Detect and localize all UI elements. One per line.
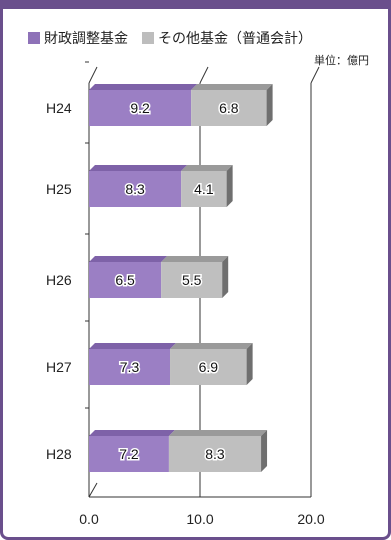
bar-top-H24-s0 <box>89 84 198 90</box>
legend-swatch-other <box>142 32 154 44</box>
bar-top-H25-s1 <box>181 165 233 171</box>
x-tick-label-0: 0.0 <box>79 511 99 527</box>
data-label-H24-s0: 9.2 <box>130 100 150 116</box>
bar-side-H24 <box>266 84 273 126</box>
data-label-H27-s1: 6.9 <box>199 359 219 375</box>
bar-H25-s1 <box>181 171 227 207</box>
gridline-top-0 <box>88 66 98 84</box>
bar-side-H28 <box>261 430 268 472</box>
legend-swatch-fiscal <box>28 32 40 44</box>
data-label-H24-s1: 6.8 <box>219 100 239 116</box>
x-tick-label-1: 10.0 <box>186 511 213 527</box>
bar-top-H26-s1 <box>161 256 229 262</box>
data-label-H25-s1: 4.1 <box>194 181 214 197</box>
bar-top-H28-s0 <box>89 430 175 436</box>
category-label-H26: H26 <box>46 272 72 288</box>
category-label-H24: H24 <box>46 100 72 116</box>
bar-H26-s0 <box>89 262 162 298</box>
bar-top-H24-s1 <box>191 84 273 90</box>
unit-label: 単位：億円 <box>314 54 369 67</box>
bar-H25-s0 <box>89 171 182 207</box>
data-label-H26-s0: 6.5 <box>115 272 135 288</box>
data-label-H28-s1: 8.3 <box>205 446 225 462</box>
bar-H24-s1 <box>191 90 267 126</box>
legend-item-other: その他基金（普通会計） <box>142 28 312 48</box>
bar-H28-s0 <box>89 436 169 472</box>
data-label-H25-s0: 8.3 <box>125 181 145 197</box>
bar-H26-s1 <box>161 262 223 298</box>
legend-label-other: その他基金（普通会計） <box>158 31 312 47</box>
data-label-H28-s0: 7.2 <box>119 446 139 462</box>
bar-top-H25-s0 <box>89 165 188 171</box>
bar-top-H28-s1 <box>168 430 268 436</box>
category-label-H28: H28 <box>46 446 72 462</box>
data-label-H27-s0: 7.3 <box>120 359 140 375</box>
gridline-top-1 <box>199 66 209 84</box>
legend-item-fiscal: 財政調整基金 <box>28 28 128 48</box>
bar-side-H26 <box>222 256 229 298</box>
bar-top-H27-s1 <box>170 343 253 349</box>
bar-H24-s0 <box>89 90 192 126</box>
bar-side-H27 <box>246 343 253 385</box>
bar-top-H27-s0 <box>89 343 177 349</box>
gridline-top-2 <box>310 66 320 84</box>
x-tick-label-2: 20.0 <box>297 511 324 527</box>
category-label-H27: H27 <box>46 359 72 375</box>
bar-H28-s1 <box>168 436 262 472</box>
legend-label-fiscal: 財政調整基金 <box>44 31 128 47</box>
x-axis-depth <box>88 482 98 498</box>
bar-top-H26-s0 <box>89 256 168 262</box>
category-label-H25: H25 <box>46 181 72 197</box>
bar-side-H25 <box>226 165 233 207</box>
data-label-H26-s1: 5.5 <box>182 272 202 288</box>
header-band <box>0 0 391 9</box>
legend: 財政調整基金 その他基金（普通会計） <box>28 28 326 48</box>
bar-H27-s0 <box>89 349 171 385</box>
bar-H27-s1 <box>170 349 247 385</box>
